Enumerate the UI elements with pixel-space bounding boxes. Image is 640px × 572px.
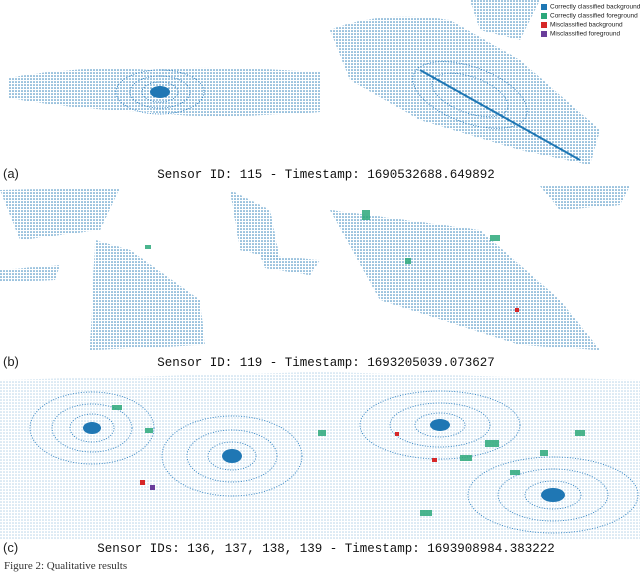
panel-caption: Sensor ID: 115 - Timestamp: 1690532688.6… [157, 168, 495, 182]
legend-swatch [541, 31, 547, 37]
legend-swatch [541, 22, 547, 28]
legend-label: Misclassified foreground [550, 31, 620, 38]
legend-swatch [541, 13, 547, 19]
figure-caption: Figure 2: Qualitative results [4, 560, 127, 572]
legend-label: Correctly classified foreground [550, 13, 638, 20]
legend-swatch [541, 4, 547, 10]
panel-caption: Sensor ID: 119 - Timestamp: 1693205039.0… [157, 356, 495, 370]
panel-label: (a) [3, 166, 19, 181]
legend-label: Correctly classified background [550, 4, 640, 11]
point-cloud-a [8, 0, 600, 165]
rings [29, 390, 639, 534]
point-cloud-b [0, 186, 630, 350]
legend-label: Misclassified background [550, 22, 623, 29]
legend: Correctly classified background Correctly… [541, 4, 640, 38]
panel-label: (b) [3, 354, 19, 369]
panel-labels: (a) Sensor ID: 115 - Timestamp: 169053268… [3, 166, 555, 556]
panel-label: (c) [3, 540, 18, 555]
point-cloud-c [0, 372, 640, 540]
panel-caption: Sensor IDs: 136, 137, 138, 139 - Timesta… [97, 542, 555, 556]
